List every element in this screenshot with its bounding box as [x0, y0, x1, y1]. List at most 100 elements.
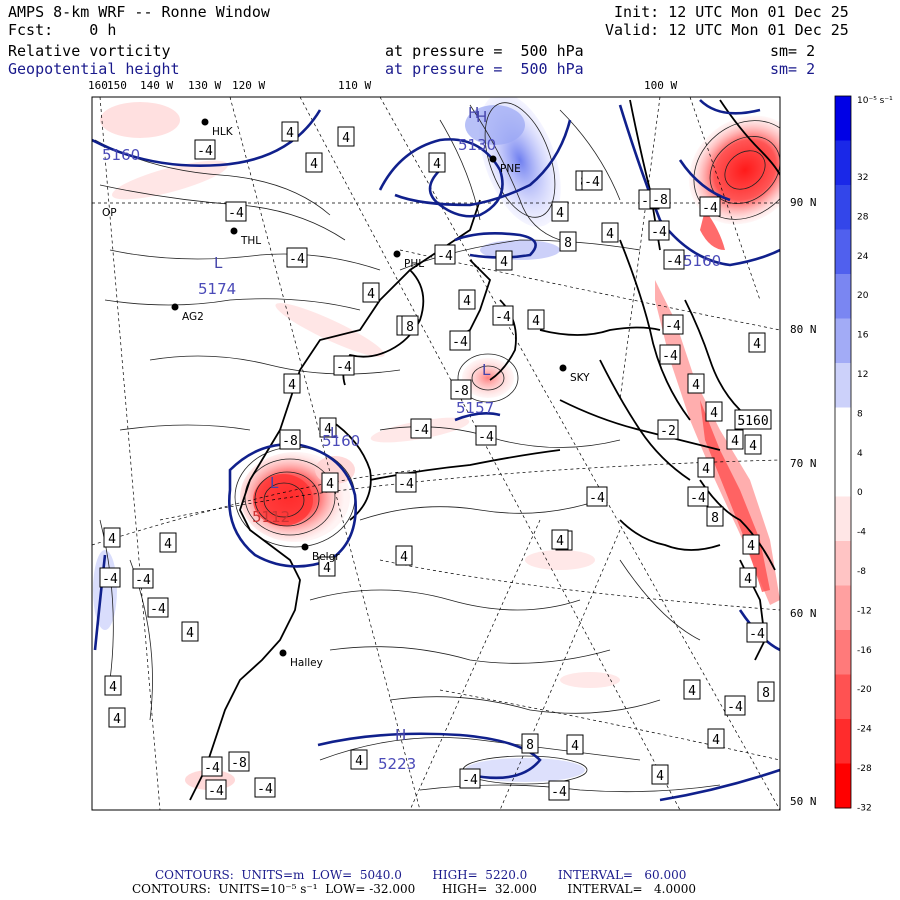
contour-label: -4 — [687, 486, 709, 507]
contour-label: 4 — [104, 675, 122, 696]
svg-text:4: 4 — [688, 684, 696, 699]
contour-label: 4 — [103, 527, 121, 548]
contour-label: 4 — [318, 556, 336, 577]
colorbar-segment — [835, 763, 851, 809]
svg-text:AG2: AG2 — [182, 311, 204, 323]
contour-label: -4 — [492, 305, 514, 326]
station-marker: OP — [102, 207, 117, 219]
field1-name: Relative vorticity — [8, 42, 171, 60]
contour-label: 4 — [319, 417, 337, 438]
contour-label-boxes: -44-4444-48484-4444-44-44-4-4-4-4-44-84-… — [99, 121, 775, 801]
svg-text:4: 4 — [556, 534, 564, 549]
colorbar-tick: 32 — [857, 173, 868, 183]
svg-text:4: 4 — [712, 733, 720, 748]
contour-label: -4 — [581, 170, 603, 191]
colorbar-segment — [835, 363, 851, 408]
colorbar-segment — [835, 318, 851, 364]
contour-label: 4 — [551, 201, 569, 222]
svg-text:5160: 5160 — [737, 414, 768, 429]
svg-text:4: 4 — [186, 626, 194, 641]
longitude-label: 160 — [88, 79, 108, 92]
contour-label: -4 — [699, 196, 721, 217]
svg-text:Halley: Halley — [290, 657, 323, 669]
svg-text:4: 4 — [342, 131, 350, 146]
colorbar-tick: -4 — [857, 528, 866, 538]
contour-label: 5160 — [734, 409, 772, 430]
svg-text:-4: -4 — [462, 773, 478, 788]
contour-label: 4 — [395, 545, 413, 566]
field2-level: at pressure = 500 hPa — [385, 60, 584, 78]
svg-text:-4: -4 — [666, 254, 682, 269]
svg-text:4: 4 — [355, 754, 363, 769]
latitude-label: 80 N — [790, 323, 817, 336]
contour-label: 4 — [687, 373, 705, 394]
svg-text:8: 8 — [711, 511, 719, 526]
contour-label: 4 — [748, 332, 766, 353]
colorbar-tick: 24 — [857, 252, 869, 262]
station-marker: SKY — [559, 364, 590, 384]
longitude-label: 120 W — [232, 79, 265, 92]
colorbar-tick: 20 — [857, 291, 869, 301]
contour-label: -4 — [746, 622, 768, 643]
pressure-center-letter: H — [476, 108, 487, 126]
svg-text:4: 4 — [731, 434, 739, 449]
colorbar-tick: -8 — [857, 567, 866, 577]
contour-label: -4 — [434, 244, 456, 265]
latitude-labels: 90 N 80 N 70 N 60 N 50 N — [790, 196, 817, 808]
svg-text:Belgr: Belgr — [312, 551, 340, 563]
contour-label: 8 — [706, 506, 724, 527]
contour-label: -4 — [475, 425, 497, 446]
svg-text:8: 8 — [526, 738, 534, 753]
svg-text:-4: -4 — [257, 782, 273, 797]
contour-label: 4 — [350, 749, 368, 770]
svg-text:-4: -4 — [102, 572, 118, 587]
svg-text:-4: -4 — [289, 252, 305, 267]
station-marker: PHL — [393, 250, 424, 270]
svg-text:-4: -4 — [437, 249, 453, 264]
pressure-value: 5130 — [458, 136, 496, 154]
contour-label: 4 — [651, 764, 669, 785]
contour-label: 4 — [726, 429, 744, 450]
map-frame — [91, 96, 781, 811]
contour-label: 4 — [739, 567, 757, 588]
contour-label: -4 — [333, 355, 355, 376]
svg-text:4: 4 — [710, 406, 718, 421]
svg-text:4: 4 — [433, 157, 441, 172]
contour-label: 4 — [742, 534, 760, 555]
field1-level: at pressure = 500 hPa — [385, 42, 584, 60]
contour-label: 4 — [705, 401, 723, 422]
svg-text:4: 4 — [164, 537, 172, 552]
contour-label: 4 — [744, 434, 762, 455]
stations: HLK PNE THL PHL AG2 SKY Belgr Halley OP — [102, 118, 590, 669]
contour-label: -4 — [205, 779, 227, 800]
contour-label: -4 — [286, 247, 308, 268]
contour-label: 4 — [458, 289, 476, 310]
svg-text:THL: THL — [240, 235, 261, 247]
longitude-label: 140 W — [140, 79, 173, 92]
svg-text:4: 4 — [286, 126, 294, 141]
svg-text:4: 4 — [108, 532, 116, 547]
svg-text:-8: -8 — [282, 434, 298, 449]
contour-label: -4 — [201, 756, 223, 777]
contour-label: -8 — [450, 379, 472, 400]
contour-label: -8 — [279, 429, 301, 450]
colorbar-segment — [835, 585, 851, 631]
colorbar-tick: -16 — [857, 646, 872, 656]
colorbar-unit: 10⁻⁵ s⁻¹ — [857, 96, 893, 106]
colorbar-tick: 8 — [857, 409, 863, 419]
svg-text:-4: -4 — [197, 144, 213, 159]
longitude-label: 150 — [107, 79, 127, 92]
contour-label: 4 — [159, 532, 177, 553]
forecast-hour: Fcst: 0 h — [8, 21, 117, 39]
latitude-label: 70 N — [790, 457, 817, 470]
svg-text:-4: -4 — [551, 785, 567, 800]
contour-label: -4 — [147, 597, 169, 618]
svg-text:4: 4 — [656, 769, 664, 784]
pressure-value: 5223 — [378, 755, 416, 773]
contour-label: -2 — [657, 419, 679, 440]
contour-label: 4 — [337, 126, 355, 147]
longitude-labels: 160 150 140 W 130 W 120 W 110 W 100 W — [88, 79, 677, 92]
contour-label: 4 — [707, 728, 725, 749]
colorbar-tick: 16 — [857, 331, 869, 341]
map-field: -44-4444-48484-4444-44-44-4-4-4-4-44-84-… — [92, 97, 780, 810]
